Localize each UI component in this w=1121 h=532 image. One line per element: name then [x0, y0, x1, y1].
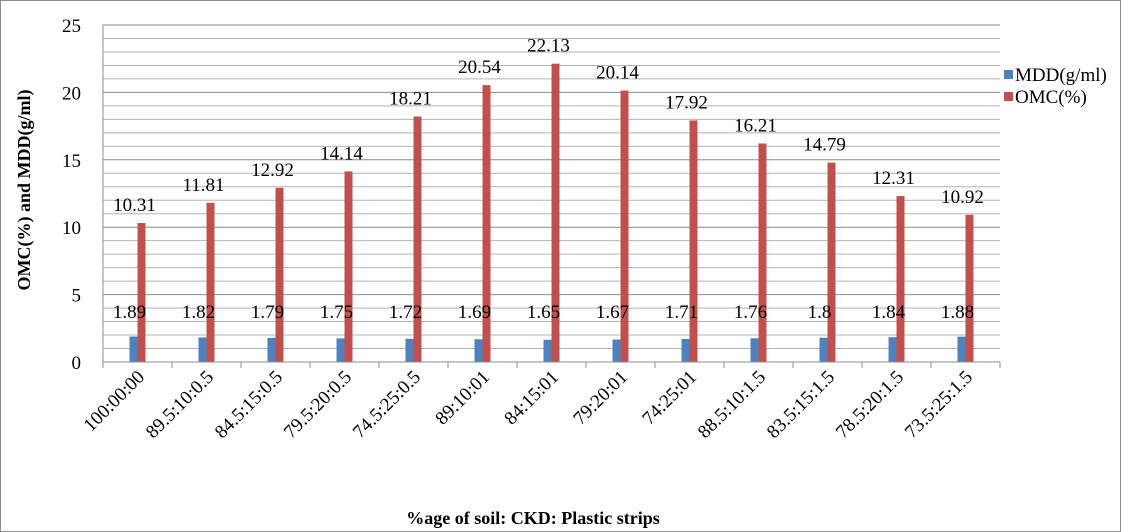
data-label-omc: 14.79: [803, 135, 846, 156]
bar-omc: [758, 143, 767, 362]
bar-mdd: [819, 337, 828, 362]
bar-mdd: [267, 337, 276, 362]
data-label-omc: 11.81: [182, 175, 224, 196]
bar-omc: [620, 90, 629, 362]
data-label-mdd: 1.69: [458, 302, 491, 323]
bar-mdd: [474, 339, 483, 362]
data-label-mdd: 1.65: [527, 302, 560, 323]
data-label-mdd: 1.88: [941, 302, 974, 323]
y-tick-label: 15: [62, 151, 81, 172]
legend-label: OMC(%): [1015, 87, 1087, 108]
y-axis-title: OMC(%) and MDD(g/ml): [14, 90, 35, 291]
bar-omc: [482, 85, 491, 363]
bar-omc: [275, 187, 284, 362]
data-label-mdd: 1.67: [596, 302, 629, 323]
data-label-omc: 20.14: [596, 63, 639, 84]
bar-mdd: [198, 337, 207, 362]
x-tick-label: 79:20:01: [569, 367, 632, 430]
bar-mdd: [543, 339, 552, 362]
y-tick-label: 20: [62, 83, 81, 104]
data-label-mdd: 1.84: [872, 302, 906, 323]
data-label-mdd: 1.71: [665, 302, 698, 323]
bars: [129, 63, 974, 363]
legend: MDD(g/ml)OMC(%): [1004, 65, 1107, 108]
x-tick-label: 73.5:25:1.5: [901, 367, 977, 443]
bar-omc: [827, 162, 836, 362]
bar-omc: [137, 223, 146, 362]
x-tick-label: 78.5:20:1.5: [832, 367, 908, 443]
bar-mdd: [612, 339, 621, 362]
data-label-omc: 10.31: [113, 195, 156, 216]
data-label-omc: 20.54: [458, 57, 501, 78]
legend-swatch: [1004, 70, 1013, 79]
bar-mdd: [681, 338, 690, 362]
data-label-omc: 18.21: [389, 89, 432, 110]
x-axis-title: %age of soil: CKD: Plastic strips: [406, 508, 659, 528]
bar-mdd: [957, 336, 966, 362]
bar-mdd: [336, 338, 345, 362]
data-label-omc: 12.92: [251, 160, 294, 181]
bar-omc: [413, 116, 422, 362]
bar-mdd: [129, 336, 138, 362]
bar-omc: [344, 171, 353, 362]
bar-mdd: [405, 338, 414, 362]
bar-mdd: [888, 337, 897, 362]
bar-omc: [896, 196, 905, 362]
x-tick-label: 84:15:01: [500, 367, 563, 430]
data-label-omc: 16.21: [734, 115, 777, 136]
bar-omc: [551, 63, 560, 363]
data-label-mdd: 1.89: [113, 302, 146, 323]
y-tick-label: 10: [62, 218, 81, 239]
y-tick-label: 0: [72, 353, 82, 374]
x-tick-label: 89.5:10:0.5: [142, 367, 218, 443]
data-label-mdd: 1.82: [182, 302, 215, 323]
data-label-omc: 22.13: [527, 36, 570, 57]
legend-label: MDD(g/ml): [1015, 65, 1107, 86]
legend-swatch: [1004, 92, 1013, 101]
data-label-mdd: 1.75: [320, 302, 353, 323]
data-label-omc: 12.31: [872, 168, 915, 189]
data-label-mdd: 1.79: [251, 302, 284, 323]
x-tick-label: 83.5:15:1.5: [763, 367, 839, 443]
data-label-omc: 17.92: [665, 92, 708, 113]
data-labels: 1.89 10.31 1.82 11.81 1.79 12.92 1.75 14.14 1.72…: [113, 36, 984, 323]
x-tick-label: 88.5:10:1.5: [694, 367, 770, 443]
x-tick-label: 100:00:00: [80, 367, 149, 436]
axes: [102, 25, 1001, 368]
x-tick-label: 84.5:15:0.5: [211, 367, 287, 443]
data-label-mdd: 1.72: [389, 302, 422, 323]
bar-omc: [689, 120, 698, 362]
x-tick-label: 74:25:01: [638, 367, 701, 430]
data-label-omc: 10.92: [941, 187, 984, 208]
x-tick-label: 79.5:20:0.5: [280, 367, 356, 443]
bar-omc: [206, 202, 215, 362]
bar-omc: [965, 214, 974, 362]
data-label-mdd: 1.76: [734, 302, 767, 323]
x-tick-label: 74.5:25:0.5: [349, 367, 425, 443]
y-tick-label: 5: [72, 286, 82, 307]
y-tick-label: 25: [62, 16, 81, 37]
data-label-mdd: 1.8: [808, 302, 832, 323]
x-tick-label: 89:10:01: [431, 367, 494, 430]
tick-labels: 0 5 10 15 20 25 100:00:0089.5:10:0.584.5:15:0.…: [62, 16, 977, 443]
data-label-omc: 14.14: [320, 143, 363, 164]
bar-mdd: [750, 338, 759, 362]
